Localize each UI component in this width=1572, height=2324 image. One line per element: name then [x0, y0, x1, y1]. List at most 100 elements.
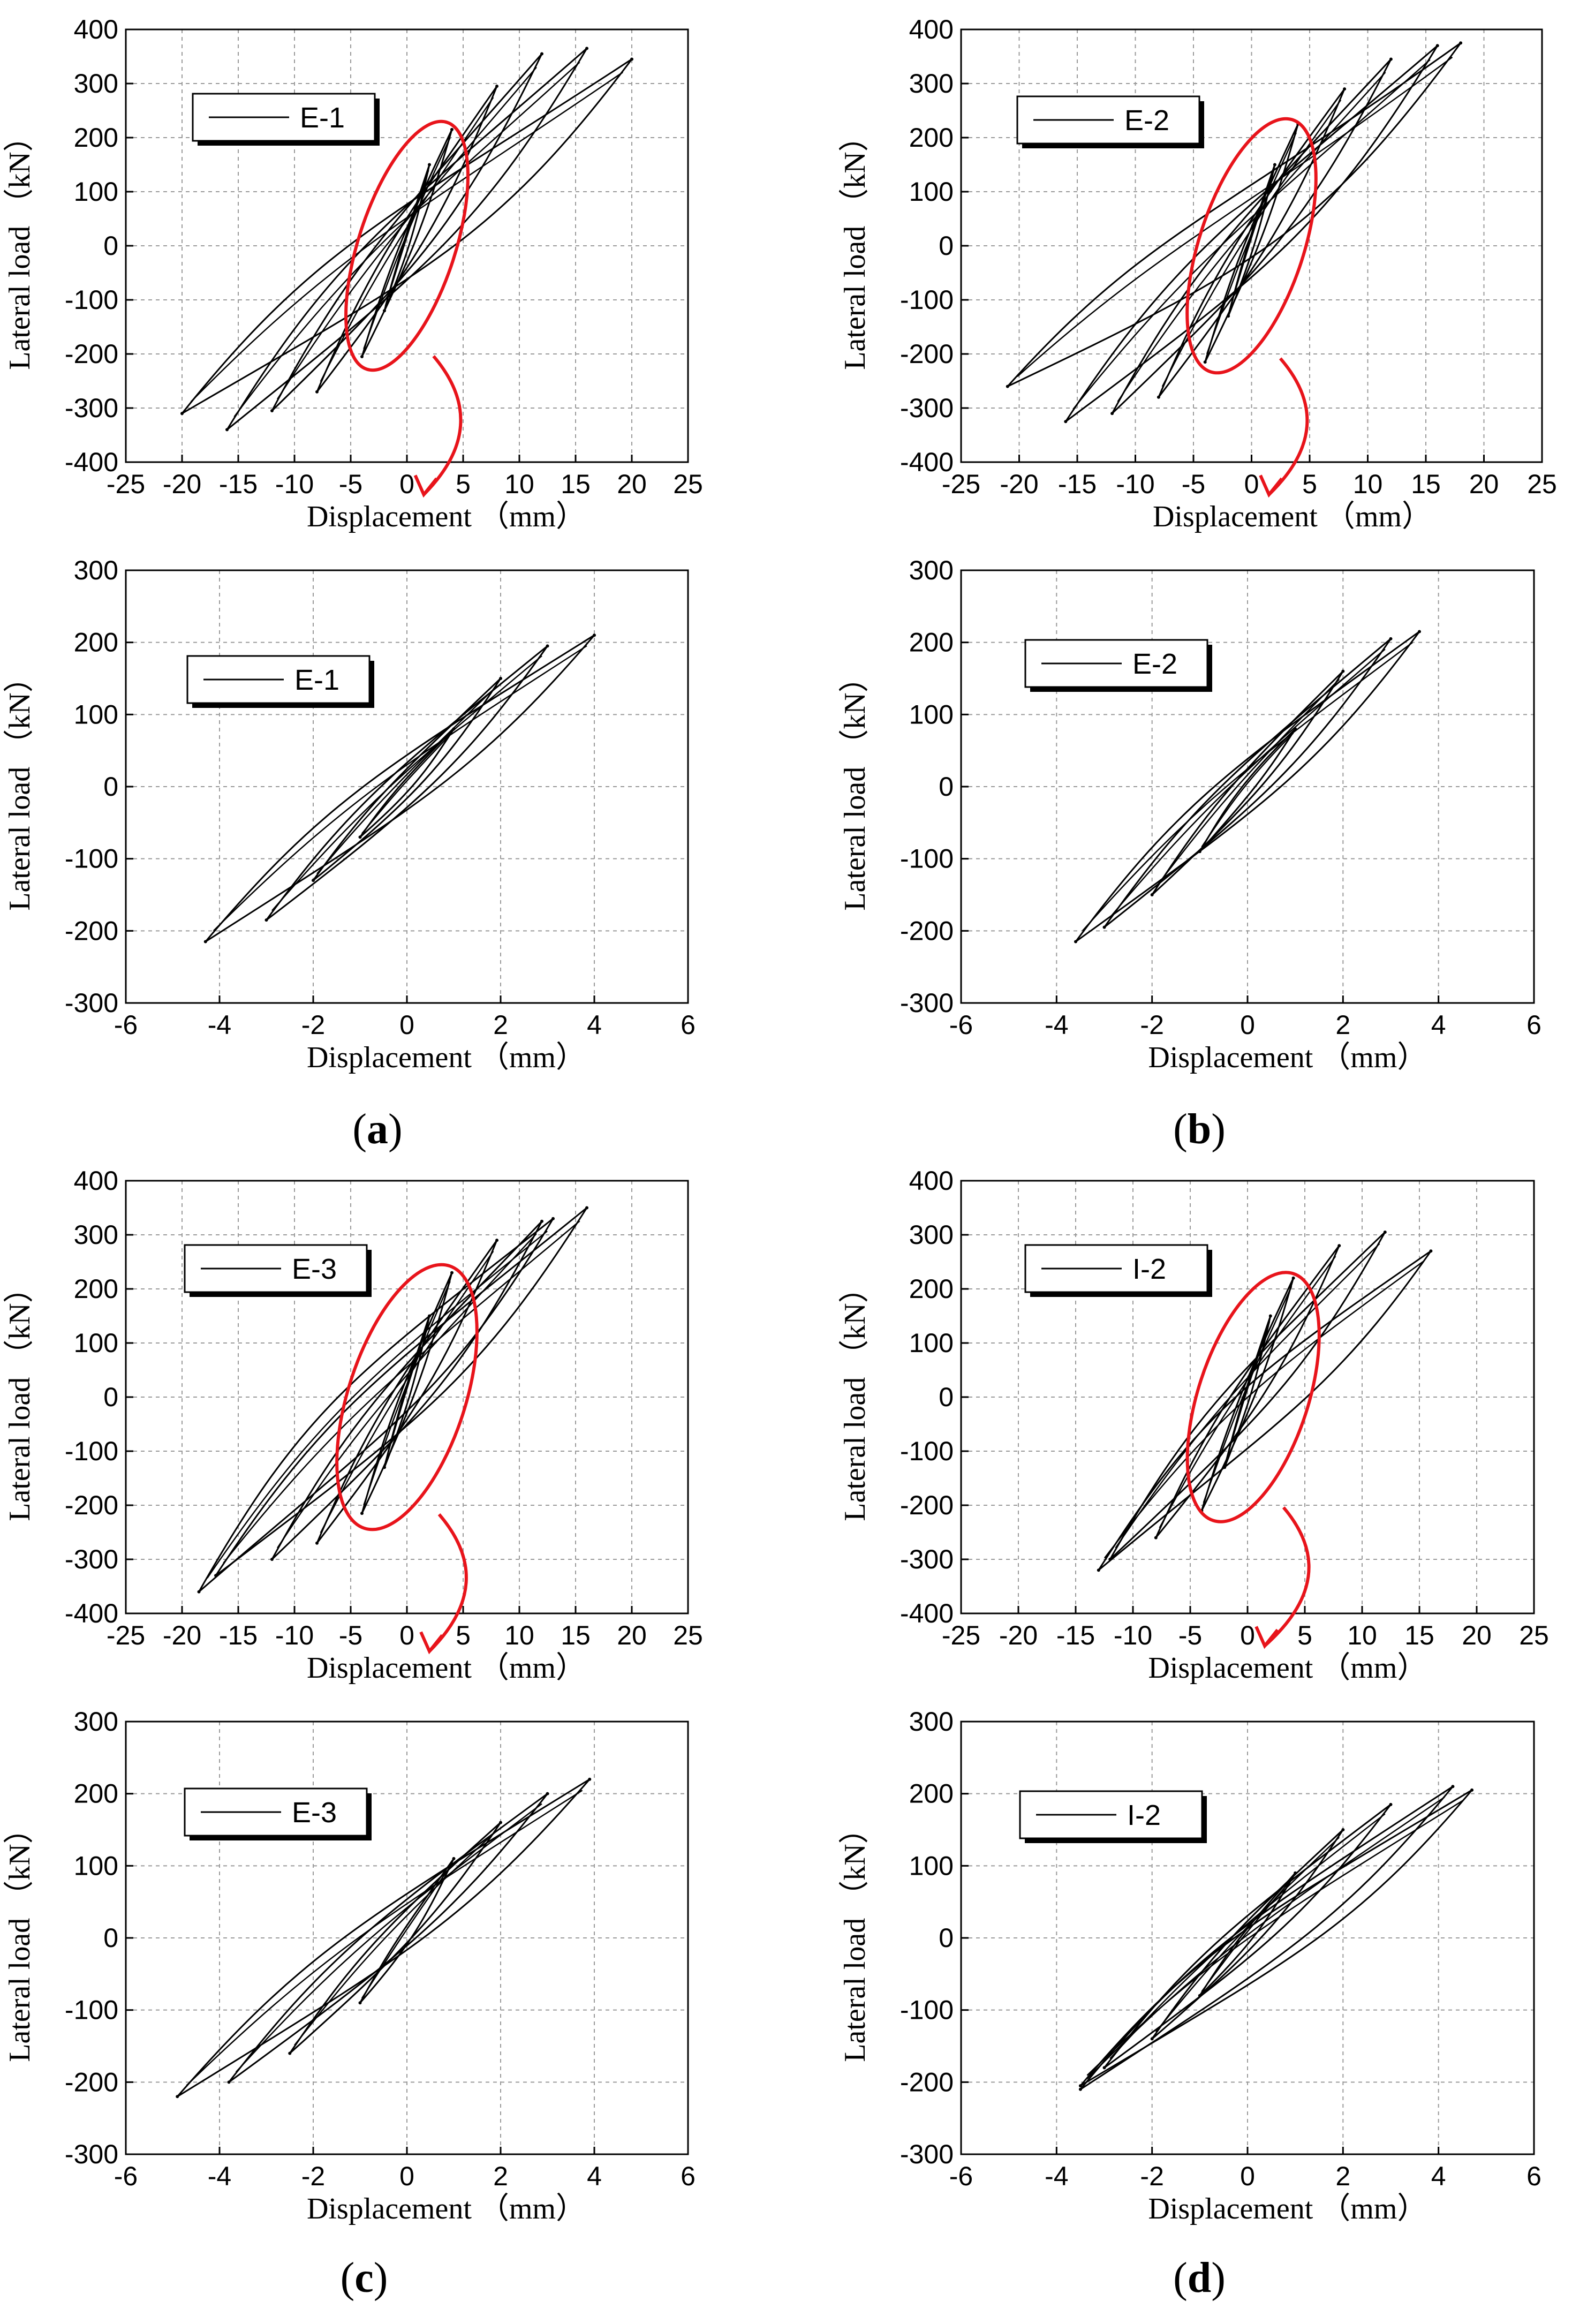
x-axis-title: Displacement （mm） [1148, 2192, 1427, 2225]
hysteresis-loop-repeat [213, 645, 587, 932]
legend: I-2 [1019, 1790, 1207, 1843]
y-tick-label: -100 [65, 1436, 118, 1466]
peak-point-negative [312, 879, 315, 882]
x-tick-label: 0 [1240, 2161, 1255, 2191]
peak-point-negative [1154, 1536, 1158, 1540]
y-tick-label: -400 [900, 447, 954, 477]
series-E-1 [180, 47, 633, 432]
x-tick-label: -25 [107, 1620, 145, 1650]
hysteresis-loop-repeat [1201, 732, 1294, 848]
y-tick-label: -400 [65, 1598, 118, 1628]
x-tick-label: -2 [301, 1010, 325, 1040]
peak-point-positive [499, 677, 502, 680]
peak-point-negative [270, 409, 274, 413]
x-tick-label: -5 [1182, 469, 1205, 499]
hysteresis-loop-repeat [235, 1803, 542, 2073]
x-tick-label: 5 [456, 469, 471, 499]
y-tick-label: 0 [103, 231, 118, 261]
legend-label: E-2 [1132, 648, 1177, 680]
y-tick-label: 400 [74, 1166, 118, 1196]
peak-point-negative [264, 918, 268, 922]
hysteresis-loop-repeat [271, 655, 542, 911]
y-tick-label: 0 [103, 1923, 118, 1953]
x-tick-label: 0 [1244, 469, 1259, 499]
peak-point-positive [1343, 87, 1347, 91]
x-tick-label: 6 [1526, 2161, 1541, 2191]
y-tick-label: 100 [909, 1328, 954, 1358]
hysteresis-loop-repeat [1086, 1800, 1463, 2076]
x-tick-label: -20 [163, 469, 201, 499]
legend: I-2 [1024, 1244, 1212, 1297]
x-tick-label: 5 [1297, 1620, 1312, 1650]
hysteresis-loop-repeat [316, 685, 497, 874]
peak-point-negative [225, 428, 229, 432]
x-tick-label: -5 [1178, 1620, 1202, 1650]
x-tick-label: -20 [1000, 469, 1038, 499]
x-tick-label: 10 [504, 469, 534, 499]
peak-point-positive [1337, 1244, 1341, 1248]
x-tick-label: -10 [275, 1620, 314, 1650]
y-tick-label: 300 [74, 1220, 118, 1250]
x-tick-label: -4 [208, 1010, 231, 1040]
peak-point-negative [1102, 925, 1106, 929]
peak-point-positive [499, 1821, 502, 1824]
peak-point-positive [585, 1206, 588, 1210]
x-tick-label: -2 [301, 2161, 325, 2191]
hysteresis-loop-repeat [363, 137, 451, 349]
peak-point-positive [630, 57, 633, 61]
x-tick-label: 4 [1431, 1010, 1446, 1040]
legend: E-2 [1024, 639, 1212, 692]
hysteresis-loop-repeat [294, 1830, 497, 2046]
x-tick-label: -5 [339, 1620, 362, 1650]
y-tick-label: 200 [909, 1274, 954, 1304]
x-tick-label: -20 [999, 1620, 1038, 1650]
y-axis-title: Lateral load （kN） [3, 1273, 36, 1521]
x-axis-title: Displacement （mm） [1148, 1041, 1427, 1074]
peak-point-negative [176, 2095, 179, 2099]
highlight-arrow [1264, 1506, 1311, 1647]
chart-d-bottom: -6 -4 -2 0 2 4 6 -300 -200 -100 0 100 200 300 Displace… [838, 1707, 1541, 2225]
peak-point-positive [1389, 637, 1393, 640]
x-tick-label: -2 [1140, 2161, 1163, 2191]
highlight-arrow-head [1259, 474, 1283, 498]
peak-point-positive [1459, 41, 1463, 45]
peak-point-positive [1389, 1802, 1393, 1806]
x-tick-label: -25 [942, 469, 980, 499]
y-tick-label: 300 [909, 69, 954, 99]
x-tick-label: -10 [275, 469, 314, 499]
x-tick-label: 20 [617, 469, 647, 499]
peak-point-negative [360, 355, 364, 359]
legend-label: I-2 [1127, 1799, 1161, 1831]
peak-point-positive [546, 644, 549, 648]
chart-d-top: -25 -20 -15 -10 -5 0 5 10 15 20 25 -400 -300 -200 -100… [838, 1166, 1549, 1685]
y-tick-label: 200 [909, 123, 954, 153]
x-tick-label: 15 [561, 469, 591, 499]
legend: E-3 [184, 1244, 372, 1297]
x-tick-label: -15 [1058, 469, 1097, 499]
hysteresis-loop-repeat [1072, 59, 1431, 410]
y-tick-label: -100 [900, 1995, 954, 2025]
series-E-1 [203, 633, 596, 944]
y-tick-label: 0 [103, 772, 118, 802]
y-axis-title: Lateral load （kN） [838, 122, 872, 369]
y-tick-label: -300 [65, 1544, 118, 1574]
x-tick-label: 25 [673, 469, 703, 499]
y-tick-label: -300 [900, 988, 954, 1018]
hysteresis-loop-repeat [1082, 642, 1413, 932]
peak-point-positive [540, 52, 543, 56]
x-tick-label: -6 [949, 2161, 973, 2191]
peak-point-negative [1006, 384, 1009, 388]
y-tick-label: -200 [900, 1490, 954, 1520]
peak-point-positive [1273, 163, 1276, 167]
x-tick-label: 20 [1469, 469, 1499, 499]
y-tick-label: 100 [909, 1851, 954, 1881]
subfigure-caption: (d) [1173, 2254, 1226, 2302]
y-axis-title: Lateral load （kN） [838, 1273, 872, 1521]
y-tick-label: 100 [74, 177, 118, 207]
x-tick-label: 0 [399, 469, 414, 499]
x-tick-label: 25 [1519, 1620, 1549, 1650]
legend: E-2 [1016, 95, 1204, 148]
y-tick-label: 300 [74, 1707, 118, 1737]
x-tick-label: 20 [1462, 1620, 1492, 1650]
x-axis-title: Displacement （mm） [307, 2192, 586, 2225]
